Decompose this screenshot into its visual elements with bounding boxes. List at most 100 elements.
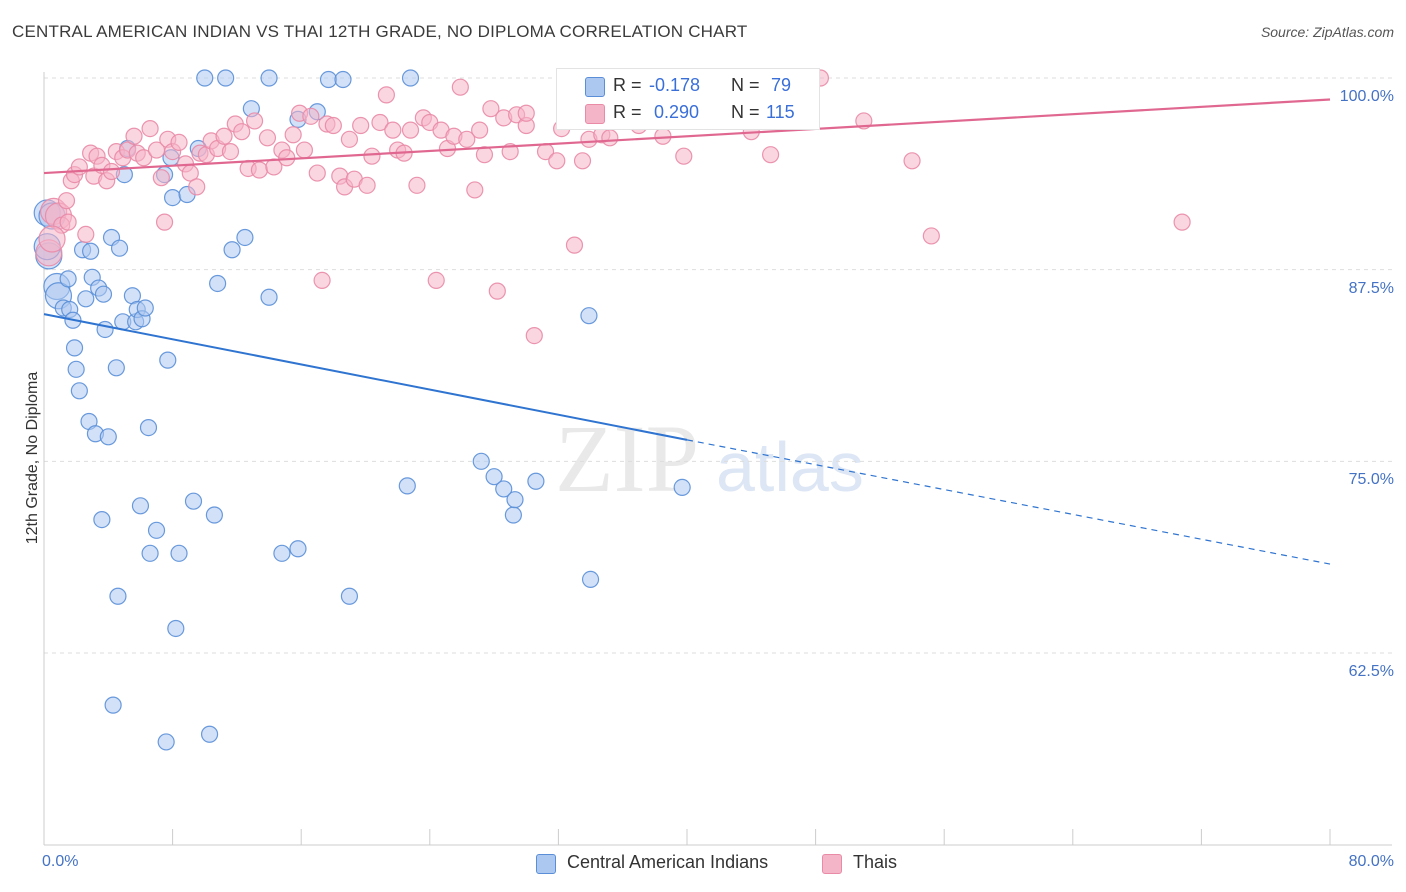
data-point xyxy=(565,236,584,254)
data-point xyxy=(1173,213,1191,231)
data-point xyxy=(675,147,693,165)
data-point xyxy=(109,587,127,605)
data-point xyxy=(258,129,277,147)
data-point xyxy=(157,733,175,751)
data-point xyxy=(398,477,416,495)
data-point xyxy=(65,339,84,357)
data-point xyxy=(67,360,85,378)
legend-n-value: 79 xyxy=(771,75,792,95)
data-point xyxy=(223,241,241,259)
data-point xyxy=(70,158,88,176)
data-point xyxy=(200,725,219,743)
data-point xyxy=(517,104,535,122)
data-point xyxy=(77,225,95,243)
trend-lines xyxy=(43,98,1331,565)
data-point xyxy=(93,510,111,529)
legend-n-label: N = xyxy=(731,75,760,95)
data-point xyxy=(70,382,88,400)
legend-label: Thais xyxy=(853,852,898,872)
data-point xyxy=(135,149,153,167)
data-point xyxy=(451,78,469,96)
legend-swatch-thais xyxy=(822,854,842,874)
data-point xyxy=(57,192,76,210)
data-point xyxy=(527,472,545,490)
legend-r-value: 0.290 xyxy=(649,102,700,122)
data-point xyxy=(761,146,780,164)
data-point xyxy=(136,299,154,317)
data-point xyxy=(260,288,278,306)
data-point xyxy=(164,189,182,207)
data-point xyxy=(472,452,490,470)
data-point xyxy=(482,100,500,118)
data-point xyxy=(488,282,506,300)
data-point xyxy=(308,164,326,182)
data-point xyxy=(352,116,370,135)
data-point xyxy=(504,506,522,524)
trend-line-central-american-indians xyxy=(43,313,688,441)
data-point xyxy=(217,69,235,87)
data-point xyxy=(155,213,174,231)
data-point xyxy=(205,506,223,524)
data-point xyxy=(319,70,338,89)
series-legend: Central American Indians Thais xyxy=(0,852,1406,878)
data-point xyxy=(139,419,158,437)
watermark-atlas: atlas xyxy=(716,428,864,506)
legend-n-label: N = xyxy=(731,102,760,122)
legend-r-label: R = xyxy=(613,102,642,122)
data-point xyxy=(38,225,66,253)
axes xyxy=(43,72,1392,846)
legend-swatch-blue xyxy=(585,77,605,97)
data-point xyxy=(184,492,203,510)
data-point xyxy=(401,69,420,87)
data-point xyxy=(581,570,600,589)
data-point xyxy=(384,121,402,139)
data-point xyxy=(401,121,420,139)
data-point xyxy=(260,69,278,87)
chart-title: CENTRAL AMERICAN INDIAN VS THAI 12TH GRA… xyxy=(12,22,748,41)
data-point xyxy=(313,271,331,289)
y-tick-label: 75.0% xyxy=(1348,471,1394,489)
data-point xyxy=(59,213,77,231)
legend-n-value: 115 xyxy=(766,102,795,122)
data-point xyxy=(245,112,264,130)
legend-label: Central American Indians xyxy=(567,852,769,872)
data-point xyxy=(340,587,359,605)
data-point xyxy=(107,359,125,377)
data-point xyxy=(96,320,114,339)
data-point xyxy=(167,619,185,638)
chart-source: Source: ZipAtlas.com xyxy=(1260,24,1394,40)
legend-r-label: R = xyxy=(613,75,642,95)
data-point xyxy=(131,497,150,515)
data-point xyxy=(250,161,269,179)
data-point xyxy=(59,270,77,288)
data-point xyxy=(427,271,445,289)
data-point xyxy=(302,107,320,125)
data-point xyxy=(82,242,100,260)
data-point xyxy=(159,351,177,369)
data-point xyxy=(278,149,296,167)
data-point xyxy=(77,290,95,308)
data-point xyxy=(215,127,233,145)
data-point xyxy=(295,141,314,159)
data-point xyxy=(188,178,206,196)
data-point xyxy=(196,69,214,87)
data-point xyxy=(371,113,389,132)
data-point xyxy=(110,239,129,257)
data-point xyxy=(236,228,254,247)
data-point xyxy=(340,130,359,148)
data-point xyxy=(99,428,117,446)
data-point xyxy=(273,544,291,562)
data-point xyxy=(152,169,170,187)
data-point xyxy=(922,227,940,245)
data-point xyxy=(363,147,381,165)
data-point xyxy=(458,130,476,148)
data-point xyxy=(673,478,691,496)
y-tick-label: 87.5% xyxy=(1348,279,1394,297)
watermark-zip: ZIP xyxy=(555,405,699,512)
data-point xyxy=(102,162,121,181)
legend-r-value: -0.178 xyxy=(649,75,701,95)
data-point xyxy=(170,133,188,151)
data-point xyxy=(170,544,188,562)
data-point xyxy=(147,521,166,539)
